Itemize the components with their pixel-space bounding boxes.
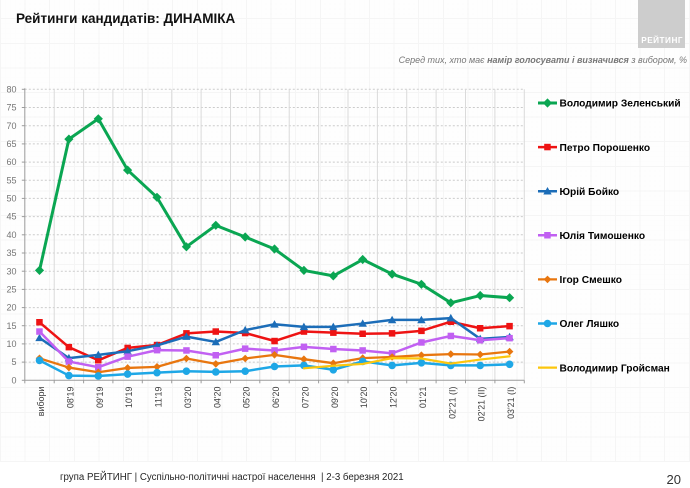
svg-text:01'21: 01'21 xyxy=(418,387,428,409)
svg-text:Володимир Зеленський: Володимир Зеленський xyxy=(560,99,681,110)
svg-text:80: 80 xyxy=(6,84,16,94)
svg-text:05'20: 05'20 xyxy=(242,387,252,409)
svg-text:Петро Порошенко: Петро Порошенко xyxy=(560,143,651,154)
svg-text:30: 30 xyxy=(6,266,16,276)
svg-text:5: 5 xyxy=(11,357,16,367)
svg-text:04'20: 04'20 xyxy=(212,387,222,409)
svg-text:Юлія Тимошенко: Юлія Тимошенко xyxy=(560,231,646,242)
svg-text:10: 10 xyxy=(6,339,16,349)
svg-text:08'19: 08'19 xyxy=(65,387,75,409)
svg-text:02'21 (І): 02'21 (І) xyxy=(447,387,457,419)
svg-text:45: 45 xyxy=(6,212,16,222)
svg-text:07'20: 07'20 xyxy=(300,387,310,409)
svg-text:11'19: 11'19 xyxy=(154,387,164,408)
svg-text:50: 50 xyxy=(6,194,16,204)
svg-text:60: 60 xyxy=(6,157,16,167)
svg-text:Ігор Смешко: Ігор Смешко xyxy=(560,275,622,286)
svg-text:40: 40 xyxy=(6,230,16,240)
svg-text:10'20: 10'20 xyxy=(359,387,369,409)
svg-text:Володимир Гройсман: Володимир Гройсман xyxy=(560,363,670,374)
svg-text:вибори: вибори xyxy=(36,387,46,417)
svg-text:Юрій Бойко: Юрій Бойко xyxy=(560,187,620,198)
svg-text:25: 25 xyxy=(6,285,16,295)
svg-text:55: 55 xyxy=(6,175,16,185)
svg-text:0: 0 xyxy=(11,375,16,385)
svg-text:10'19: 10'19 xyxy=(124,387,134,409)
svg-text:09'19: 09'19 xyxy=(95,387,105,409)
svg-text:75: 75 xyxy=(6,103,16,113)
svg-text:70: 70 xyxy=(6,121,16,131)
svg-text:09'20: 09'20 xyxy=(330,387,340,409)
svg-text:20: 20 xyxy=(6,303,16,313)
svg-text:35: 35 xyxy=(6,248,16,258)
svg-text:03'20: 03'20 xyxy=(183,387,193,409)
svg-text:Олег Ляшко: Олег Ляшко xyxy=(560,319,620,330)
svg-text:12'20: 12'20 xyxy=(389,387,399,409)
svg-text:03'21 (І): 03'21 (І) xyxy=(506,387,516,419)
svg-text:06'20: 06'20 xyxy=(271,387,281,409)
svg-text:65: 65 xyxy=(6,139,16,149)
svg-text:15: 15 xyxy=(6,321,16,331)
svg-text:02'21 (ІІ): 02'21 (ІІ) xyxy=(477,387,487,422)
